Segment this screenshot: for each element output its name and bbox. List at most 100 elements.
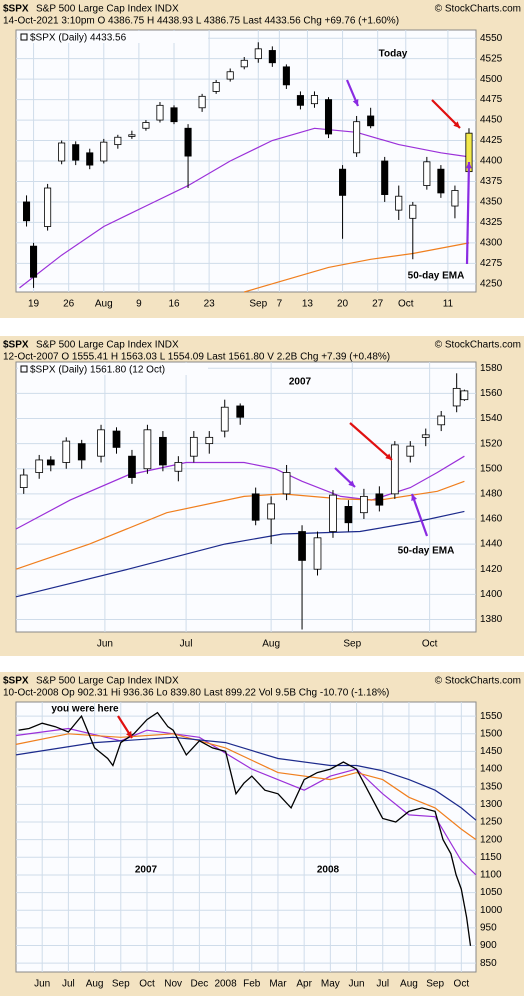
x-tick-label: Jun (97, 639, 113, 650)
candle-body (254, 48, 262, 60)
quote-info: 14-Oct-2021 3:10pm O 4386.75 H 4438.93 L… (3, 16, 399, 27)
arrow-head (453, 121, 460, 128)
candle-body (46, 459, 55, 466)
arrow (465, 161, 471, 265)
candle-body (226, 71, 234, 80)
y-tick-label: 1150 (480, 852, 502, 863)
candle-body (114, 136, 122, 146)
moving-average (15, 733, 477, 841)
candle-body (310, 95, 319, 105)
x-tick-label: Aug (95, 299, 113, 310)
arrow-head (465, 162, 472, 169)
candle-body (367, 115, 375, 127)
candle-body (267, 503, 275, 520)
chart-title: $SPX (3, 676, 29, 687)
candle-body (220, 406, 229, 432)
x-tick-label: Jul (62, 979, 75, 990)
x-tick-label: Aug (86, 979, 104, 990)
candle-body (62, 440, 71, 463)
annotation: 2008 (317, 865, 340, 876)
y-tick-label: 1460 (480, 514, 503, 525)
candle-body (156, 104, 164, 121)
moving-average (15, 736, 477, 821)
y-tick-label: 4425 (480, 135, 503, 146)
moving-average (15, 480, 465, 570)
x-tick-label: Dec (190, 979, 208, 990)
x-tick-label: Jun (34, 979, 50, 990)
y-tick-label: 4300 (480, 238, 503, 249)
candle-body (437, 168, 445, 194)
candle-body (296, 95, 304, 106)
plot-area (15, 361, 477, 633)
x-tick-label: 19 (28, 299, 40, 310)
x-tick-label: Feb (243, 979, 261, 990)
x-tick-label: 11 (443, 299, 454, 310)
y-tick-label: 1480 (480, 489, 503, 500)
candle-body (360, 495, 368, 514)
y-tick-label: 1500 (480, 728, 503, 739)
y-tick-label: 1550 (480, 711, 503, 722)
y-tick-label: 4375 (480, 176, 503, 187)
x-tick-label: Oct (422, 639, 438, 650)
candle-body (128, 455, 136, 478)
x-tick-label: Sep (343, 639, 361, 650)
legend-label: $SPX (Daily) 1561.80 (12 Oct) (30, 365, 165, 376)
x-tick-label: 26 (63, 299, 75, 310)
candle-body (421, 434, 430, 438)
x-tick-label: Oct (139, 979, 155, 990)
y-tick-label: 1520 (480, 438, 503, 449)
y-tick-label: 1500 (480, 463, 503, 474)
x-tick-label: Sep (112, 979, 130, 990)
y-tick-label: 1100 (480, 870, 502, 881)
candle-body (174, 462, 183, 472)
chart-subtitle: S&P 500 Large Cap Index INDX (36, 4, 179, 15)
annotation: 2007 (135, 865, 158, 876)
candle-body (35, 459, 44, 473)
arrow-head (126, 731, 132, 738)
candle-body (22, 201, 31, 222)
candle-body (409, 204, 417, 219)
x-tick-label: 13 (302, 299, 314, 310)
x-tick-label: Jul (376, 979, 389, 990)
x-tick-label: Aug (262, 639, 280, 650)
y-tick-label: 1300 (480, 799, 503, 810)
candle-body (72, 144, 80, 161)
candle-body (251, 493, 260, 521)
y-tick-label: 4325 (480, 217, 503, 228)
annotation: 2007 (289, 377, 312, 388)
y-tick-label: 1350 (480, 781, 503, 792)
candle-body (86, 152, 94, 166)
candle-body (268, 50, 276, 64)
y-tick-label: 4250 (480, 278, 503, 289)
moving-average (244, 242, 470, 293)
candle-body (240, 59, 248, 68)
chart-title: $SPX (3, 340, 29, 351)
y-tick-label: 1580 (480, 363, 503, 374)
y-tick-label: 1200 (480, 834, 503, 845)
chart-title: $SPX (3, 4, 29, 15)
candle-body (184, 127, 192, 157)
candle-body (77, 443, 86, 461)
y-tick-label: 1050 (480, 887, 503, 898)
x-tick-label: Aug (400, 979, 418, 990)
y-tick-label: 1420 (480, 564, 503, 575)
price-line (18, 711, 472, 946)
candle-body (58, 142, 66, 162)
chart-subtitle: S&P 500 Large Cap Index INDX (36, 676, 179, 687)
source: © StockCharts.com (435, 676, 521, 687)
y-tick-label: 4400 (480, 156, 503, 167)
y-tick-label: 1400 (480, 589, 503, 600)
x-tick-label: Sep (249, 299, 267, 310)
arrow (349, 422, 393, 461)
y-tick-label: 4550 (480, 33, 503, 44)
candle-body (205, 436, 214, 445)
candle-body (282, 472, 291, 495)
candle-body (282, 66, 290, 86)
moving-average (19, 127, 470, 289)
y-tick-label: 4500 (480, 74, 503, 85)
arrow (410, 493, 429, 537)
legend-icon (20, 365, 28, 373)
candle-body (353, 121, 361, 154)
y-tick-label: 1440 (480, 539, 503, 550)
